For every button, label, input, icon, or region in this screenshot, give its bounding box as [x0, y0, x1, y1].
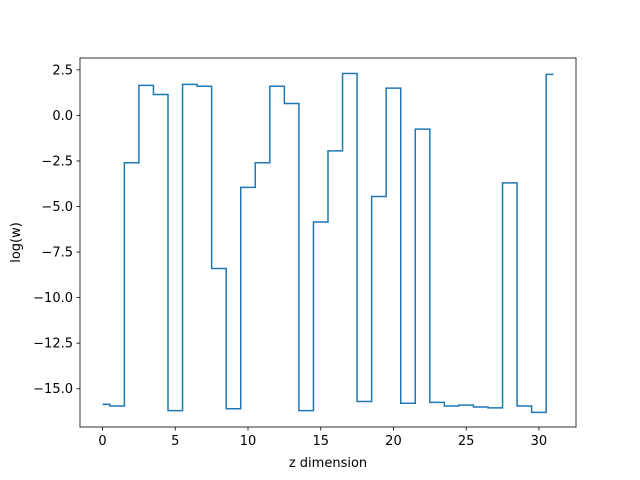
- series-layer: [102, 72, 554, 414]
- axes-frame: [79, 57, 577, 428]
- x-ticks: 0 5 10 15 20 25 30: [98, 427, 547, 449]
- x-tick-label: 10: [240, 434, 257, 449]
- y-tick-label: 0.0: [52, 109, 73, 124]
- y-tick-label: −5.0: [41, 200, 73, 215]
- x-tick-label: 20: [385, 434, 402, 449]
- y-axis-label: log(w): [9, 222, 24, 263]
- y-tick-label: −2.5: [41, 154, 73, 169]
- series-line-0: [102, 72, 554, 414]
- x-axis-label: z dimension: [289, 456, 367, 471]
- x-tick-label: 30: [531, 434, 548, 449]
- x-tick-label: 15: [312, 434, 329, 449]
- y-ticks: 2.5 0.0 −2.5 −5.0 −7.5 −10.0 −12.5 −15.0: [33, 63, 80, 397]
- y-tick-label: −12.5: [33, 337, 73, 352]
- y-tick-label: −7.5: [41, 246, 73, 261]
- x-tick-label: 25: [458, 434, 475, 449]
- y-tick-label: −10.0: [33, 291, 73, 306]
- x-tick-label: 5: [171, 434, 179, 449]
- y-tick-label: 2.5: [52, 63, 73, 78]
- x-tick-label: 0: [98, 434, 106, 449]
- y-tick-label: −15.0: [33, 382, 73, 397]
